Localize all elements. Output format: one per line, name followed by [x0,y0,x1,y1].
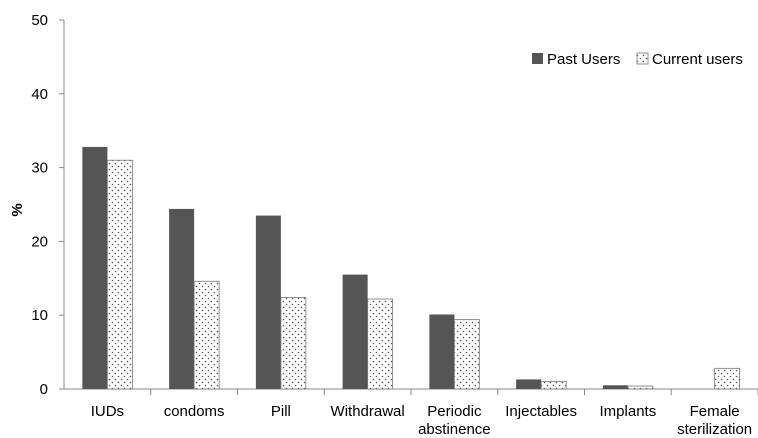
y-tick-label: 0 [40,381,48,398]
legend-swatch-past-users [532,53,543,64]
bar-past-users [429,314,455,389]
bar-current-users [714,367,741,390]
bars [82,146,741,390]
x-category-label: Periodic abstinence [418,403,491,438]
bar-current-users [280,297,307,390]
bar-past-users [342,274,368,389]
y-axis-label: % [9,203,26,216]
bar-past-users [602,385,628,389]
bar-current-users [193,280,220,390]
legend-label-past-users: Past Users [547,51,620,68]
bar-current-users [540,381,567,390]
bar-current-users [106,159,133,390]
x-category-label: IUDs [91,403,124,420]
y-tick-label: 40 [31,86,48,103]
bar-current-users [627,385,654,390]
bar-past-users [255,215,281,389]
x-category-label: Pill [271,403,291,420]
x-category-label: Female sterilization [677,403,752,438]
y-axis: 0 10 20 30 40 50 [31,12,65,398]
x-category-label: Implants [600,403,657,420]
x-category-label: condoms [164,403,225,420]
x-category-label: Withdrawal [331,403,405,420]
y-tick-label: 30 [31,160,48,177]
bar-past-users [516,379,542,389]
category-labels: IUDs condoms Pill Withdrawal Periodic abstine… [91,403,752,438]
legend-swatch-current-users [636,52,649,65]
x-category-label: Injectables [505,403,577,420]
y-tick-label: 50 [31,12,48,29]
bar-current-users [367,298,394,390]
y-tick-label: 10 [31,307,48,324]
bar-past-users [169,208,195,389]
legend: Past Users Current users [532,51,743,68]
bar-past-users [82,146,108,389]
y-tick-label: 20 [31,233,48,250]
legend-label-current-users: Current users [652,51,743,68]
bar-current-users [453,319,480,390]
x-axis [64,388,758,395]
